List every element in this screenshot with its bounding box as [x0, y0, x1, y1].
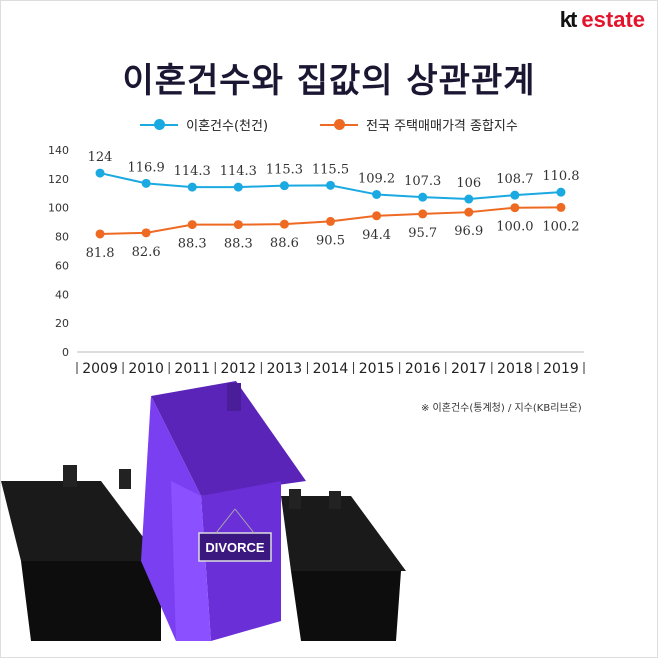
- data-label: 114.3: [220, 164, 257, 179]
- data-label: 106: [456, 176, 481, 191]
- data-label: 100.0: [496, 220, 533, 235]
- data-point: [233, 220, 243, 230]
- data-point: [326, 180, 335, 190]
- legend-item-price-index: 전국 주택매매가격 종합지수: [320, 115, 518, 134]
- data-point: [556, 202, 566, 212]
- chart-title: 이혼건수와 집값의 상관관계: [122, 61, 536, 101]
- data-point: [141, 178, 151, 188]
- data-point: [95, 229, 105, 239]
- data-label: 124: [88, 150, 113, 165]
- data-point: [279, 219, 289, 229]
- y-tick-label: 20: [55, 317, 69, 330]
- data-label: 96.9: [454, 224, 483, 239]
- y-tick-label: 0: [62, 346, 69, 359]
- data-point: [418, 209, 428, 219]
- x-tick-label: 2016: [405, 361, 441, 377]
- legend-item-divorce: 이혼건수(천건): [140, 115, 268, 134]
- data-label: 88.3: [224, 237, 253, 252]
- data-point: [556, 187, 566, 197]
- data-point: [510, 190, 520, 200]
- data-point: [279, 181, 289, 191]
- data-point: [510, 203, 520, 213]
- data-label: 108.7: [496, 172, 533, 187]
- y-tick-label: 120: [48, 173, 69, 186]
- x-tick-label: 2018: [497, 361, 533, 377]
- data-label: 114.3: [174, 164, 211, 179]
- data-label: 115.3: [266, 163, 303, 178]
- x-tick-label: 2012: [220, 361, 256, 377]
- data-label: 107.3: [404, 174, 441, 189]
- x-tick-label: 2010: [128, 361, 164, 377]
- data-label: 94.4: [362, 228, 391, 243]
- y-tick-label: 140: [48, 144, 69, 157]
- data-point: [464, 194, 474, 204]
- y-tick-label: 40: [55, 288, 69, 301]
- legend: 이혼건수(천건) 전국 주택매매가격 종합지수: [1, 115, 657, 134]
- data-point: [141, 228, 151, 238]
- x-tick-label: 2014: [313, 361, 349, 377]
- source-note: ※ 이혼건수(통계청) / 지수(KB리브온): [421, 403, 582, 414]
- data-label: 88.6: [270, 236, 299, 251]
- data-point: [233, 182, 243, 192]
- x-tick-label: 2015: [359, 361, 395, 377]
- y-tick-label: 60: [55, 259, 69, 272]
- data-label: 82.6: [132, 245, 161, 260]
- y-tick-label: 100: [48, 202, 69, 215]
- y-tick-label: 80: [55, 231, 69, 244]
- data-point: [187, 220, 197, 230]
- data-label: 116.9: [128, 160, 165, 175]
- data-label: 115.5: [312, 162, 349, 177]
- data-label: 110.8: [542, 169, 579, 184]
- x-tick-label: 2009: [82, 361, 118, 377]
- data-point: [372, 211, 382, 221]
- data-point: [418, 192, 428, 202]
- data-point: [95, 168, 105, 178]
- data-label: 88.3: [178, 237, 207, 252]
- data-point: [372, 189, 382, 199]
- data-point: [187, 182, 197, 192]
- x-tick-label: 2017: [451, 361, 487, 377]
- data-label: 100.2: [542, 219, 579, 234]
- data-label: 95.7: [408, 226, 437, 241]
- x-tick-label: 2011: [174, 361, 210, 377]
- x-tick-label: 2019: [543, 361, 579, 377]
- data-point: [464, 207, 474, 217]
- x-tick-label: 2013: [267, 361, 303, 377]
- kt-estate-logo: kt estate: [559, 7, 645, 32]
- data-label: 81.8: [86, 246, 115, 261]
- data-label: 90.5: [316, 233, 345, 248]
- data-point: [326, 216, 335, 226]
- data-label: 109.2: [358, 171, 395, 186]
